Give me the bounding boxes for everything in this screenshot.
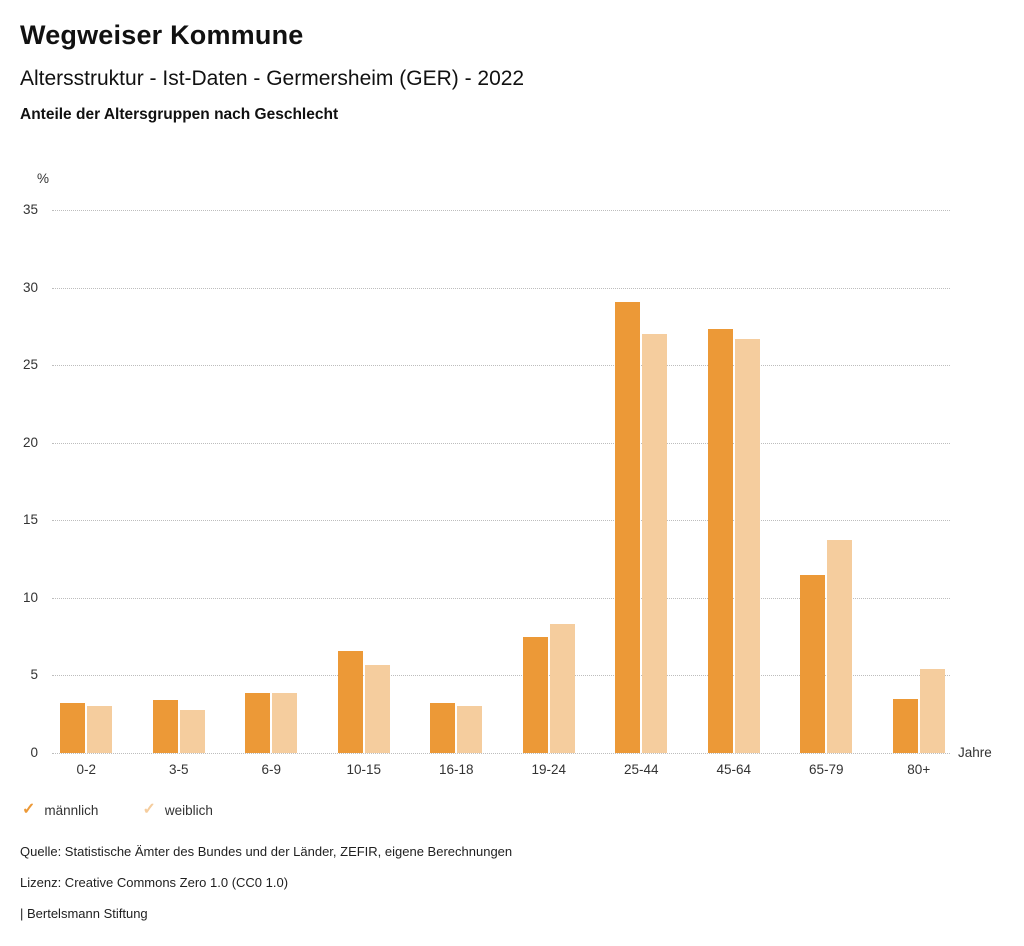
y-axis-tick-label-10: 10	[22, 589, 38, 605]
gridline-25	[52, 365, 950, 367]
bar-group-16-18	[410, 210, 503, 753]
x-axis-tick-labels: 0-2 3-5 6-9 10-15 16-18 19-24 25-44 45-64 65-79 8…	[40, 762, 965, 777]
legend-label-weiblich: weiblich	[164, 802, 213, 818]
bar-group-10-15	[318, 210, 411, 753]
bar-group-6-9	[225, 210, 318, 753]
x-axis-tick-label-6-9: 6-9	[261, 762, 281, 777]
check-icon: ✓	[142, 801, 156, 818]
x-axis-tick-label-19-24: 19-24	[531, 762, 567, 777]
legend-item-maennlich[interactable]: ✓ männlich	[22, 802, 98, 818]
gridline-5	[52, 675, 950, 677]
bar-maennlich-25-44[interactable]	[615, 301, 641, 753]
bar-maennlich-3-5[interactable]	[152, 700, 178, 753]
bar-maennlich-65-79[interactable]	[800, 574, 826, 753]
bar-weiblich-10-15[interactable]	[364, 664, 390, 753]
bar-maennlich-19-24[interactable]	[522, 636, 548, 753]
x-axis-unit-label: Jahre	[958, 745, 992, 760]
x-axis-tick-label-25-44: 25-44	[623, 762, 659, 777]
bar-group-19-24	[503, 210, 596, 753]
gridline-0	[52, 753, 950, 754]
gridline-30	[52, 287, 950, 289]
page-title: Wegweiser Kommune	[20, 20, 304, 50]
bar-group-80+	[873, 210, 966, 753]
chart-subtitle: Altersstruktur - Ist-Daten - Germersheim…	[20, 67, 525, 90]
bar-group-0-2	[40, 210, 133, 753]
source-text: Quelle: Statistische Ämter des Bundes un…	[20, 844, 513, 859]
x-axis-tick-label-0-2: 0-2	[76, 762, 96, 777]
y-axis-tick-label-20: 20	[22, 434, 38, 450]
x-axis-tick-label-65-79: 65-79	[808, 762, 844, 777]
y-axis-tick-label-35: 35	[22, 202, 38, 217]
gridline-10	[52, 597, 950, 599]
y-axis-tick-label-30: 30	[22, 279, 38, 295]
legend-item-weiblich[interactable]: ✓ weiblich	[142, 802, 212, 818]
attribution-text: | Bertelsmann Stiftung	[20, 906, 148, 921]
legend-label-maennlich: männlich	[44, 802, 99, 818]
gridline-35	[52, 210, 950, 211]
bar-maennlich-0-2[interactable]	[60, 703, 86, 753]
gridline-20	[52, 442, 950, 444]
bar-weiblich-0-2[interactable]	[87, 706, 113, 753]
bar-maennlich-45-64[interactable]	[707, 329, 733, 753]
x-axis-tick-label-10-15: 10-15	[346, 762, 382, 777]
x-axis-tick-label-3-5: 3-5	[168, 762, 189, 777]
bar-maennlich-16-18[interactable]	[430, 703, 456, 753]
bar-maennlich-6-9[interactable]	[245, 692, 271, 753]
y-axis-tick-label-15: 15	[22, 512, 38, 528]
bar-maennlich-10-15[interactable]	[337, 650, 363, 753]
y-axis-tick-label-25: 25	[22, 357, 38, 373]
y-axis-tick-label-5: 5	[30, 667, 38, 683]
chart-caption: Anteile der Altersgruppen nach Geschlech…	[20, 106, 339, 123]
x-axis-tick-label-45-64: 45-64	[716, 762, 752, 777]
x-axis-tick-label-80+: 80+	[907, 762, 931, 777]
chart-legend: ✓ männlich ✓ weiblich	[22, 802, 213, 818]
bar-weiblich-80+[interactable]	[919, 669, 945, 753]
y-axis-unit-label: %	[36, 171, 49, 186]
x-axis-tick-label-16-18: 16-18	[438, 762, 474, 777]
gridline-15	[52, 520, 950, 522]
bar-weiblich-19-24[interactable]	[549, 624, 575, 753]
bar-weiblich-45-64[interactable]	[734, 338, 760, 753]
bar-weiblich-65-79[interactable]	[827, 540, 853, 753]
license-text: Lizenz: Creative Commons Zero 1.0 (CC0 1…	[20, 875, 289, 890]
bars-layer	[40, 210, 965, 753]
bar-group-45-64	[688, 210, 781, 753]
y-axis-tick-label-0: 0	[30, 745, 38, 760]
bar-weiblich-6-9[interactable]	[272, 692, 298, 753]
bar-weiblich-25-44[interactable]	[642, 334, 668, 753]
bar-maennlich-80+[interactable]	[892, 698, 918, 753]
check-icon: ✓	[22, 801, 36, 818]
bar-group-65-79	[780, 210, 873, 753]
bar-group-3-5	[133, 210, 226, 753]
bar-weiblich-3-5[interactable]	[179, 709, 205, 753]
bar-weiblich-16-18[interactable]	[457, 706, 483, 753]
bar-group-25-44	[595, 210, 688, 753]
chart-plot-area	[52, 210, 950, 754]
